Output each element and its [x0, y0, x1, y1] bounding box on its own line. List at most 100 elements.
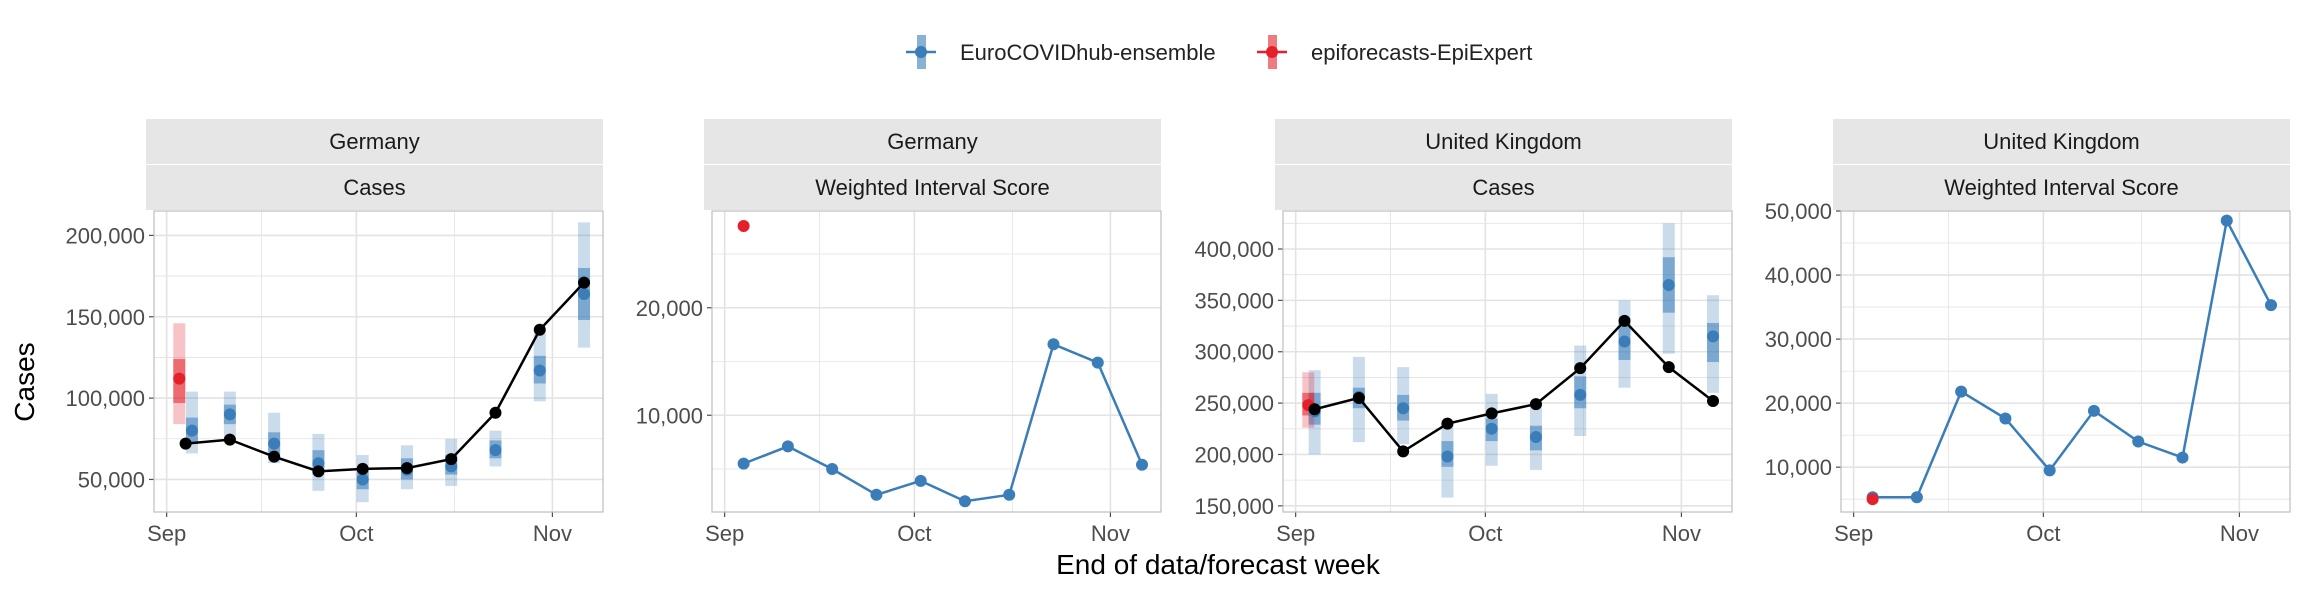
series-point	[1136, 458, 1149, 471]
facet-panels: Germany Cases 50,000 100,000 150,000 200,000 S…	[65, 119, 2291, 546]
facet-strip-top	[704, 119, 1161, 164]
x-tick-label: Nov	[533, 521, 572, 546]
observed-point	[1485, 407, 1498, 420]
series-point	[1091, 356, 1104, 369]
y-tick-label: 250,000	[1194, 391, 1274, 416]
facet-strip-label-top: United Kingdom	[1425, 129, 1582, 154]
x-tick-label: Sep	[705, 521, 744, 546]
series-point	[2132, 435, 2145, 448]
series-line	[1872, 216, 2273, 499]
series-point	[1955, 385, 1968, 398]
x-tick-label: Sep	[147, 521, 186, 546]
facet-strip-label-bottom: Weighted Interval Score	[1944, 175, 2178, 200]
y-tick-label: 300,000	[1194, 340, 1274, 365]
observed-point	[1574, 362, 1587, 375]
observed-point	[1308, 403, 1321, 416]
observed-point	[489, 406, 502, 419]
facet-strip-label-top: Germany	[887, 129, 977, 154]
series-point	[1397, 402, 1410, 415]
y-tick-label: 50,000	[1765, 199, 1832, 224]
facet-strip-bottom	[704, 165, 1161, 210]
observed-point	[1397, 445, 1410, 458]
series-point	[781, 440, 794, 453]
y-tick-label: 10,000	[1765, 455, 1832, 480]
observed-points	[1308, 314, 1720, 458]
series-point	[223, 408, 236, 421]
observed-point	[1352, 391, 1365, 404]
interval-band-inner	[1707, 322, 1720, 363]
observed-point	[179, 437, 192, 450]
panel-germany-weighted-interval-score: Germany Weighted Interval Score 10,000 20,0…	[636, 119, 1162, 546]
x-tick-label: Oct	[339, 521, 373, 546]
series-point	[1999, 412, 2012, 425]
y-tick-label: 150,000	[65, 305, 145, 330]
series-point	[2220, 214, 2233, 227]
y-tick-label: 150,000	[1194, 494, 1274, 519]
series-point	[1529, 431, 1542, 444]
series-point	[2087, 404, 2100, 417]
y-tick-label: 350,000	[1194, 288, 1274, 313]
legend-key-ensemble-point	[915, 46, 927, 58]
series-point	[356, 473, 369, 486]
plot-area	[1283, 211, 1732, 512]
panel-united-kingdom-weighted-interval-score: United Kingdom Weighted Interval Score 10,…	[1765, 119, 2291, 546]
series-point	[826, 463, 839, 475]
series-point	[578, 287, 591, 300]
y-tick-label: 20,000	[1765, 391, 1832, 416]
series-point	[870, 488, 883, 501]
facet-strip-label-bottom: Cases	[1472, 175, 1534, 200]
observed-point	[1662, 361, 1675, 374]
plot-border	[1282, 210, 1733, 513]
legend: EuroCOVIDhub-ensemble epiforecasts-EpiEx…	[906, 35, 1532, 69]
series-epiforecasts-epiexpert	[173, 372, 186, 385]
x-tick-label: Nov	[1091, 521, 1130, 546]
series-point	[2176, 451, 2189, 464]
series-point	[914, 474, 927, 487]
observed-point	[356, 462, 369, 475]
observed-point	[1618, 314, 1631, 327]
x-tick-label: Nov	[2220, 521, 2259, 546]
y-tick-label: 200,000	[65, 223, 145, 248]
series-point	[268, 437, 281, 450]
observed-point	[1707, 395, 1720, 408]
y-tick-label: 100,000	[65, 386, 145, 411]
plot-border	[153, 210, 604, 513]
observed-point	[445, 453, 458, 466]
x-tick-label: Oct	[2026, 521, 2060, 546]
facet-strip-label-top: United Kingdom	[1983, 129, 2140, 154]
series-point	[737, 220, 750, 233]
legend-label-expert: epiforecasts-EpiExpert	[1311, 40, 1532, 65]
facet-strip-top	[1833, 119, 2290, 164]
gridlines	[1283, 211, 1732, 512]
x-tick-label: Sep	[1834, 521, 1873, 546]
series-point	[2265, 299, 2278, 312]
observed-point	[578, 276, 591, 289]
facet-strip-label-bottom: Weighted Interval Score	[815, 175, 1049, 200]
y-tick-label: 200,000	[1194, 442, 1274, 467]
series-point	[1003, 488, 1016, 501]
plot-area	[1841, 211, 2290, 512]
legend-item-ensemble: EuroCOVIDhub-ensemble	[906, 35, 1216, 69]
observed-line	[185, 281, 585, 473]
facet-strip-top	[146, 119, 603, 164]
y-tick-label: 30,000	[1765, 327, 1832, 352]
panel-germany-cases: Germany Cases 50,000 100,000 150,000 200,000 S…	[65, 119, 604, 546]
x-tick-label: Oct	[897, 521, 931, 546]
plot-area	[154, 211, 603, 512]
facet-strip-bottom	[146, 165, 603, 210]
series-point	[737, 457, 750, 470]
y-tick-label: 20,000	[636, 296, 703, 321]
observed-line	[1314, 319, 1714, 454]
series-point	[1485, 422, 1498, 435]
x-axis-title: End of data/forecast week	[1056, 549, 1381, 580]
x-tick-label: Oct	[1468, 521, 1502, 546]
plot-border	[1840, 210, 2291, 513]
facet-strip-bottom	[1833, 165, 2290, 210]
series-point	[1866, 493, 1879, 506]
legend-key-expert-point	[1266, 46, 1278, 58]
series-line	[743, 342, 1144, 503]
legend-label-ensemble: EuroCOVIDhub-ensemble	[960, 40, 1216, 65]
facet-strip-bottom	[1275, 165, 1732, 210]
series-point	[1662, 278, 1675, 291]
